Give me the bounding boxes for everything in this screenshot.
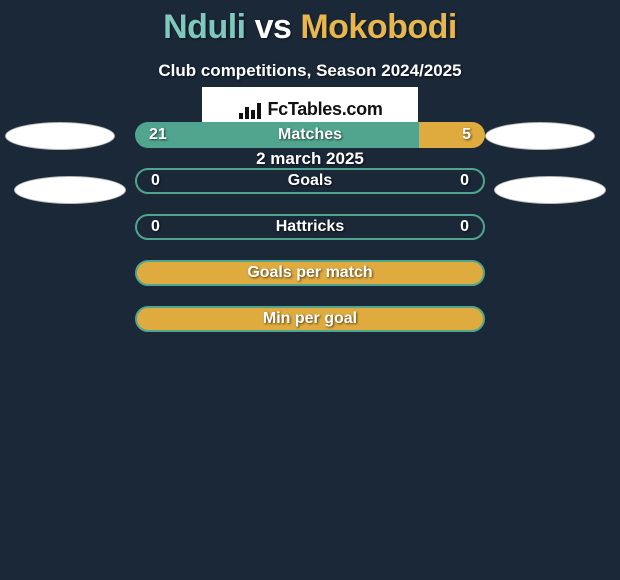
photo-placeholder xyxy=(5,122,115,150)
stat-bar-fill-left xyxy=(135,122,419,148)
stat-bar-track: Min per goal xyxy=(135,306,485,332)
bars-icon xyxy=(237,99,263,119)
stat-label: Min per goal xyxy=(263,310,357,328)
stat-label: Hattricks xyxy=(276,218,344,236)
player2-name: Mokobodi xyxy=(300,8,457,46)
stat-label: Goals xyxy=(288,172,332,190)
stat-value-left: 0 xyxy=(151,172,160,190)
stat-label: Matches xyxy=(278,126,342,144)
stat-row: Hattricks 0 0 xyxy=(0,212,620,242)
player1-name: Nduli xyxy=(163,8,245,46)
stat-label: Goals per match xyxy=(247,264,372,282)
page-title: Nduli vs Mokobodi xyxy=(0,0,620,47)
photo-placeholder xyxy=(485,122,595,150)
logo-text: FcTables.com xyxy=(267,99,382,120)
vs-separator: vs xyxy=(255,8,292,46)
stat-value-left: 0 xyxy=(151,218,160,236)
comparison-rows: Matches 21 5 Goals 0 0 Hattricks 0 0 Goals per ma… xyxy=(0,120,620,350)
stat-value-right: 0 xyxy=(460,172,469,190)
stat-value-left: 21 xyxy=(149,126,167,144)
stat-bar-track: Goals per match xyxy=(135,260,485,286)
stat-value-right: 0 xyxy=(460,218,469,236)
stat-bar-fill-right xyxy=(419,122,486,148)
stat-row: Goals per match xyxy=(0,258,620,288)
stat-value-right: 5 xyxy=(462,126,471,144)
stat-bar-track: Matches 21 5 xyxy=(135,122,485,148)
photo-placeholder xyxy=(14,176,126,204)
stat-bar-track: Hattricks 0 0 xyxy=(135,214,485,240)
stat-bar-track: Goals 0 0 xyxy=(135,168,485,194)
photo-placeholder xyxy=(494,176,606,204)
subtitle: Club competitions, Season 2024/2025 xyxy=(0,61,620,81)
stat-row: Min per goal xyxy=(0,304,620,334)
